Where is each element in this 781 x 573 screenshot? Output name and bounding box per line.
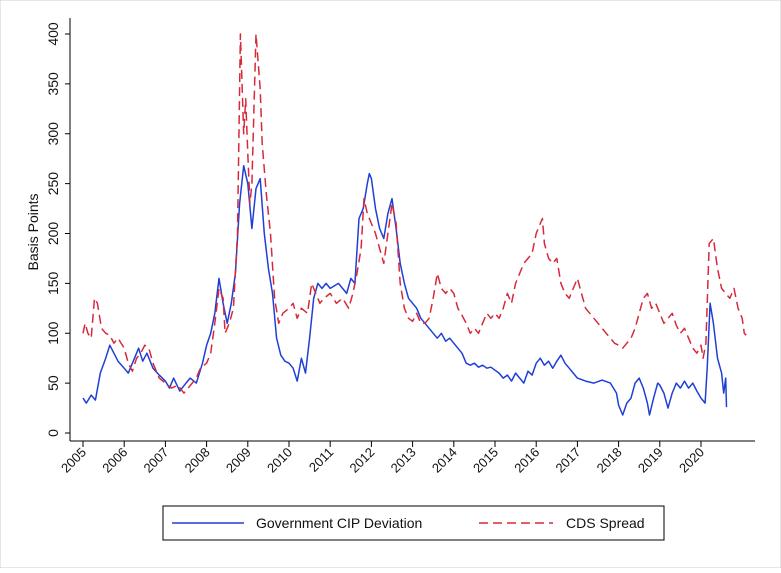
legend-box [162, 505, 665, 541]
y-tick-label: 50 [45, 375, 61, 391]
y-tick-label: 150 [45, 271, 61, 295]
legend-label-cds-spread: CDS Spread [566, 515, 645, 531]
y-tick-label: 300 [45, 122, 61, 146]
series-group [82, 33, 747, 416]
series-line-government-cip [82, 164, 728, 416]
y-tick-label: 250 [45, 172, 61, 196]
y-tick-label: 0 [45, 429, 61, 437]
legend-label-government-cip: Government CIP Deviation [256, 515, 422, 531]
y-tick-label: 200 [45, 222, 61, 246]
y-tick-label: 350 [45, 72, 61, 96]
y-axis-label: Basis Points [25, 193, 41, 270]
legend: Government CIP Deviation CDS Spread [162, 505, 665, 541]
y-tick-label: 400 [45, 22, 61, 46]
y-tick-label: 100 [45, 321, 61, 345]
